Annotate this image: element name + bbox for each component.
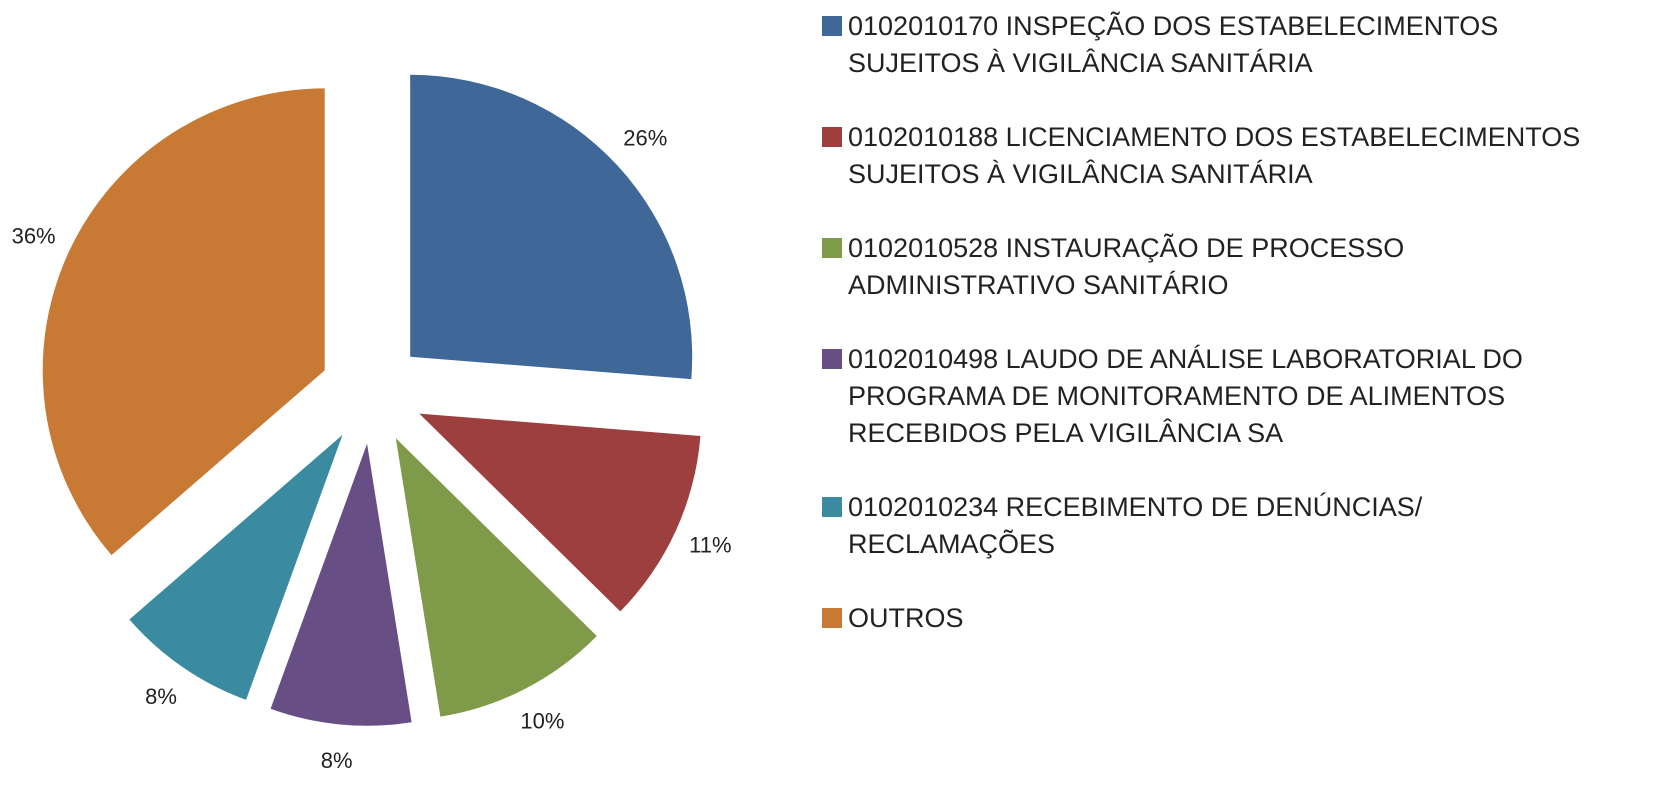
pie-slice	[270, 443, 412, 726]
data-label: 8%	[145, 684, 177, 709]
pie-slice	[395, 438, 597, 717]
legend-label: 0102010498 LAUDO DE ANÁLISE LABORATORIAL…	[848, 344, 1523, 448]
legend-swatch	[822, 349, 842, 369]
pie-slice	[419, 413, 701, 612]
data-label: 10%	[520, 708, 564, 733]
legend-entry: 0102010234 RECEBIMENTO DE DENÚNCIAS/ REC…	[822, 489, 1662, 563]
legend-entry: 0102010188 LICENCIAMENTO DOS ESTABELECIM…	[822, 119, 1662, 193]
legend-swatch	[822, 238, 842, 258]
data-label: 36%	[12, 223, 56, 248]
data-label: 26%	[623, 125, 667, 150]
data-label: 8%	[321, 748, 353, 773]
legend-entry: 0102010170 INSPEÇÃO DOS ESTABELECIMENTOS…	[822, 8, 1662, 82]
legend-entry: 0102010528 INSTAURAÇÃO DE PROCESSO ADMIN…	[822, 230, 1662, 304]
legend-label: 0102010188 LICENCIAMENTO DOS ESTABELECIM…	[848, 122, 1581, 189]
pie-chart: 26% 11% 10% 8% 8% 36%	[12, 74, 732, 773]
legend-swatch	[822, 16, 842, 36]
legend-entry: OUTROS	[822, 600, 1662, 637]
legend-label: 0102010234 RECEBIMENTO DE DENÚNCIAS/ REC…	[848, 492, 1423, 559]
legend-entry: 0102010498 LAUDO DE ANÁLISE LABORATORIAL…	[822, 341, 1662, 452]
data-label: 11%	[689, 532, 731, 557]
legend-swatch	[822, 497, 842, 517]
legend-label: 0102010170 INSPEÇÃO DOS ESTABELECIMENTOS…	[848, 11, 1499, 78]
legend: 0102010170 INSPEÇÃO DOS ESTABELECIMENTOS…	[822, 8, 1662, 674]
legend-label: 0102010528 INSTAURAÇÃO DE PROCESSO ADMIN…	[848, 233, 1405, 300]
pie-slice	[129, 434, 343, 700]
pie-slice	[410, 74, 693, 380]
pie-slice	[42, 88, 325, 556]
legend-label: OUTROS	[848, 603, 964, 633]
legend-swatch	[822, 608, 842, 628]
legend-swatch	[822, 127, 842, 147]
